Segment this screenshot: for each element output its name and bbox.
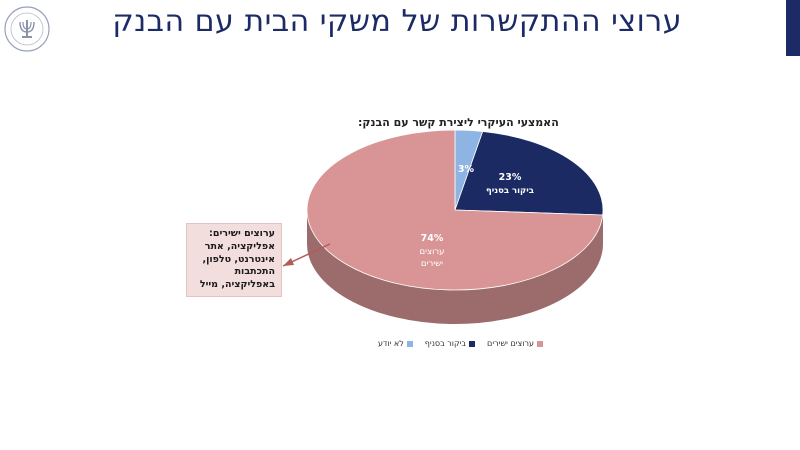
pie-slice-2 (306, 129, 604, 291)
legend-item: לא יודע (378, 339, 413, 348)
callout-arrowhead (283, 258, 294, 266)
legend-item: ערוצים ישירים (487, 339, 543, 348)
bank-logo (4, 6, 50, 52)
data-label-0: 3% (458, 164, 475, 175)
data-sublabel-2: ערוצים (419, 247, 444, 257)
legend-swatch (537, 340, 543, 347)
legend-item: ביקור בסניף (424, 339, 476, 348)
data-label-1: 23% (499, 172, 522, 183)
callout-box: ערוצים ישירים: אפליקציה, אתר אינטרנט, טל… (186, 223, 282, 297)
pie-side-2 (307, 210, 603, 324)
data-sublabel-1: ביקור בסניף (486, 186, 534, 196)
legend-label: ערוצים ישירים (487, 339, 534, 348)
chart-legend: ערוצים ישירים ביקור בסניף לא יודע (378, 339, 543, 348)
slide-title: ערוצי ההתקשרות של משקי הבית עם הבנק (112, 4, 682, 39)
legend-swatch (469, 340, 476, 347)
accent-bar (786, 0, 800, 56)
legend-swatch (406, 340, 413, 347)
data-label-2: 74% (421, 233, 444, 244)
data-sublabel-2: ישירים (421, 259, 443, 269)
legend-label: לא יודע (378, 339, 404, 348)
legend-label: ביקור בסניף (424, 339, 467, 348)
pie-slice-1 (454, 130, 604, 216)
chart-title: האמצעי העיקרי ליצירת קשר עם הבנק: (358, 116, 559, 129)
